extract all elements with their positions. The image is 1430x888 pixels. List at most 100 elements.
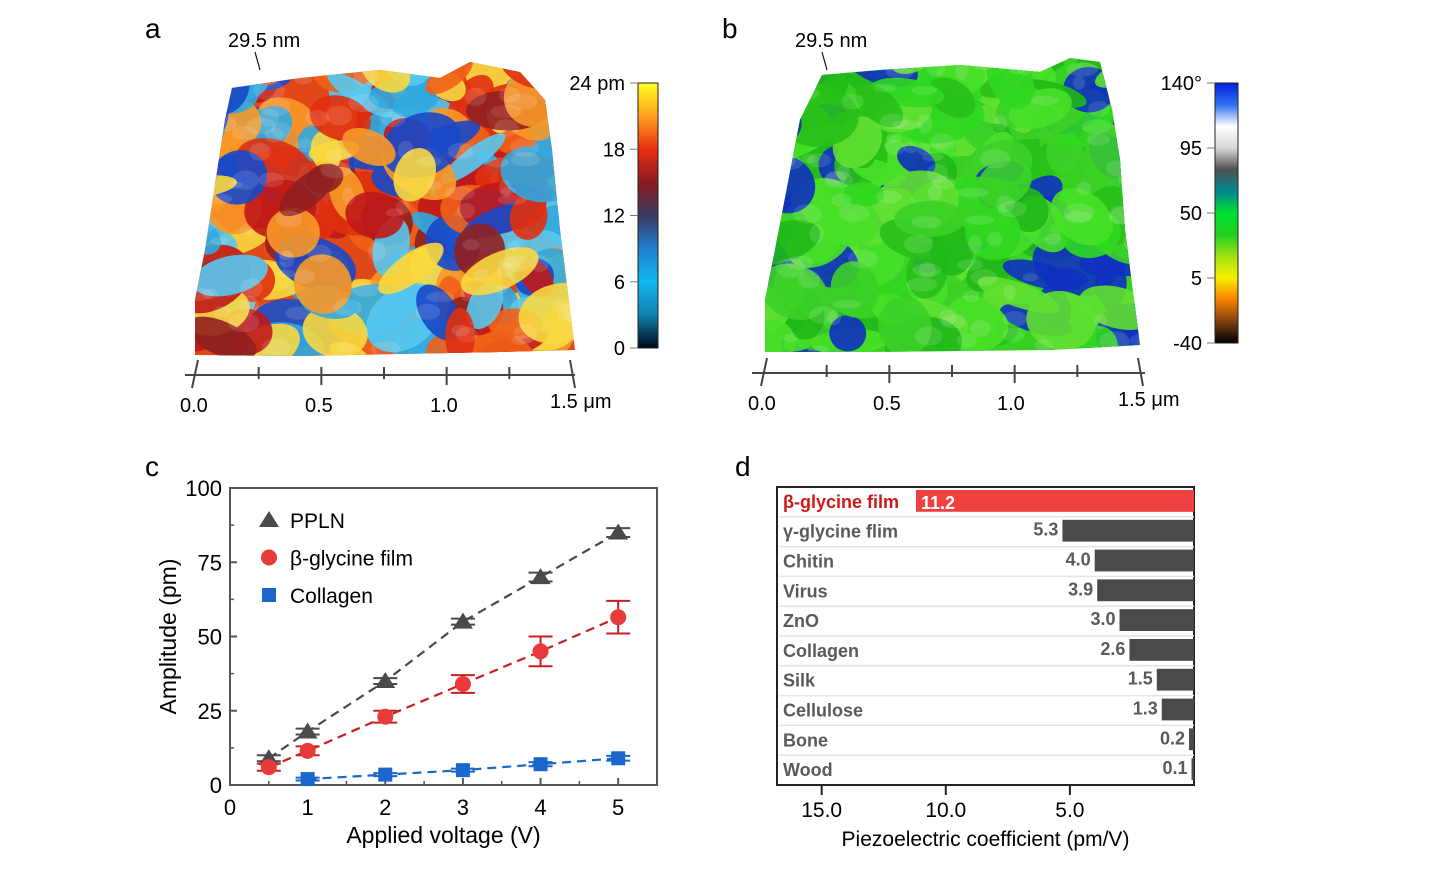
surface-highlight [903, 234, 934, 254]
surface-highlight [777, 154, 796, 168]
data-point [452, 612, 473, 629]
value-label: 3.0 [1091, 609, 1116, 629]
piezo-coefficient-bar-chart: β-glycine film 11.2 γ-glycine flim 5.3 Chiti… [776, 486, 1195, 851]
category-label: β-glycine film [783, 492, 899, 512]
surface-highlight [1086, 133, 1111, 146]
surface-highlight [348, 94, 379, 113]
data-point [455, 763, 470, 778]
bar [1129, 639, 1194, 661]
bar [916, 490, 1194, 512]
surface-grain [830, 261, 879, 318]
surface-highlight [1123, 231, 1140, 252]
surface-grain [765, 220, 821, 266]
value-label: 1.5 [1128, 669, 1153, 689]
value-label: 3.9 [1068, 579, 1093, 599]
surface-grain [378, 242, 444, 295]
category-label: Bone [783, 730, 828, 750]
surface-highlight [1076, 181, 1092, 195]
surface-highlight [918, 262, 936, 278]
surface-highlight [529, 255, 549, 272]
surface-grain [302, 305, 368, 356]
y-tick-label: 0 [210, 773, 222, 798]
surface-highlight [563, 302, 575, 323]
surface-highlight [457, 202, 475, 219]
legend-marker [262, 588, 276, 602]
surface-highlight [307, 244, 332, 263]
bar [1191, 758, 1194, 780]
surface-highlight [917, 114, 933, 134]
surface-highlight [802, 154, 819, 164]
surface-highlight [195, 287, 213, 301]
x-axis-label: Applied voltage (V) [346, 822, 540, 848]
surface-highlight [1087, 101, 1110, 117]
height-label-a: 29.5 nm [228, 30, 300, 52]
data-point [300, 772, 315, 787]
surface-highlight [792, 204, 823, 224]
surface-highlight [497, 262, 514, 279]
category-label: γ-glycine flim [783, 522, 898, 542]
surface-highlight [1066, 62, 1098, 77]
surface-highlight [986, 232, 1003, 246]
value-label: 5.3 [1033, 520, 1058, 540]
surface-grain [195, 254, 268, 297]
surface-grain [1050, 188, 1113, 246]
colorbar-tick-label: -40 [1173, 333, 1202, 355]
surface-highlight [825, 170, 847, 186]
surface-highlight [455, 326, 478, 343]
colorbar-a: 24 pm 18 12 6 0 [569, 73, 659, 360]
surface-grain [765, 263, 828, 320]
panel-label-b: b [722, 13, 738, 44]
surface-grain [326, 71, 394, 118]
surface-highlight [279, 250, 295, 268]
x-tick-b-2: 1.0 [997, 393, 1025, 415]
surface-highlight [914, 326, 943, 346]
surface-grain [560, 199, 575, 241]
surface-highlight [927, 185, 943, 201]
surface-highlight [941, 314, 967, 329]
surface-highlight [552, 298, 566, 309]
surface-highlight [557, 142, 575, 162]
surface-grain [1119, 96, 1140, 135]
surface-grain [894, 200, 966, 237]
surface-highlight [370, 341, 401, 356]
height-label-b: 29.5 nm [795, 30, 867, 52]
surface-highlight [506, 240, 521, 252]
value-label: 11.2 [921, 493, 955, 513]
surface-highlight [885, 134, 902, 143]
surface-grain [306, 163, 344, 194]
data-point [299, 742, 316, 759]
surface-highlight [494, 284, 508, 295]
surface-highlight [1017, 65, 1032, 76]
surface-highlight [261, 338, 291, 356]
surface-highlight [792, 87, 820, 100]
surface-highlight [217, 62, 247, 71]
surface-highlight [968, 235, 982, 254]
surface-grain [195, 204, 210, 248]
bar [1119, 609, 1194, 631]
data-point [378, 767, 393, 782]
surface-grain [355, 62, 388, 70]
surface-grain [440, 133, 506, 184]
surface-highlight [551, 159, 564, 174]
surface-highlight [970, 58, 997, 71]
surface-highlight [500, 187, 516, 196]
surface-highlight [827, 310, 842, 326]
x-tick-label: 0 [224, 795, 236, 820]
surface-grain [765, 169, 780, 198]
surface-highlight [1129, 333, 1140, 347]
surface-highlight [1064, 210, 1093, 223]
y-tick-label: 25 [198, 699, 222, 724]
surface-grain [977, 157, 1032, 207]
surface-highlight [228, 180, 242, 189]
surface-highlight [1099, 331, 1130, 351]
surface-highlight [884, 140, 906, 155]
surface-highlight [232, 125, 258, 140]
data-point [377, 708, 394, 725]
surface-highlight [1044, 233, 1062, 245]
surface-highlight [278, 250, 293, 260]
surface-highlight [295, 138, 315, 153]
surface-highlight [368, 242, 386, 262]
colorbar-tick-label: 50 [1180, 203, 1202, 225]
surface-grain [765, 104, 796, 158]
